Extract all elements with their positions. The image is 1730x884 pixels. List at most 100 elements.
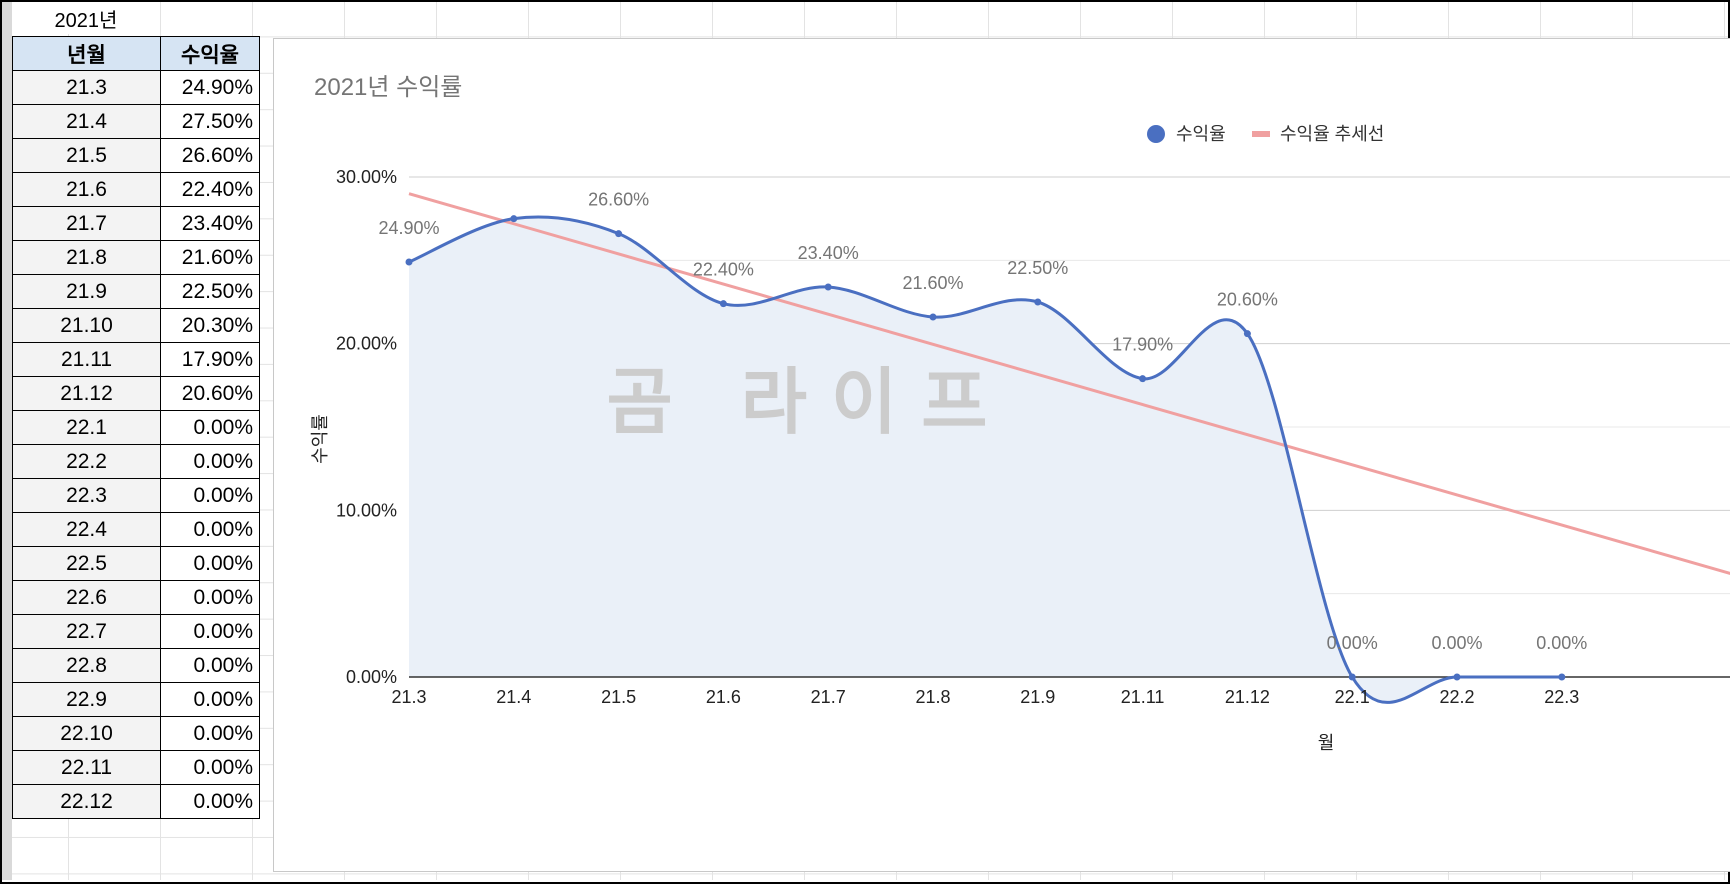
cell-year-month[interactable]: 22.4 [12,512,161,547]
cell-return-rate[interactable]: 0.00% [160,478,260,513]
cell-return-rate[interactable]: 20.60% [160,376,260,411]
legend-series-label: 수익율 [1176,124,1226,144]
cell-year-month[interactable]: 22.3 [12,478,161,513]
table-row: 21.5 26.60% [12,138,260,173]
data-point [615,230,623,238]
data-point [1243,330,1251,338]
data-label: 0.00% [1327,633,1378,653]
data-point [929,313,937,321]
y-tick-label: 30.00% [336,167,397,187]
cell-year-month[interactable]: 21.9 [12,274,161,309]
cell-year-month[interactable]: 22.9 [12,682,161,717]
cell-return-rate[interactable]: 20.30% [160,308,260,343]
data-label: 0.00% [1431,633,1482,653]
cell-year-month[interactable]: 22.1 [12,410,161,445]
cell-return-rate[interactable]: 0.00% [160,512,260,547]
data-label: 0.00% [1536,633,1587,653]
data-point [1558,673,1566,681]
legend-trend-marker [1252,131,1270,137]
data-label: 21.60% [902,273,963,293]
y-tick-label: 20.00% [336,334,397,354]
sheet-title-cell[interactable]: 2021년 [12,2,160,34]
cell-year-month[interactable]: 22.7 [12,614,161,649]
x-axis-ticks: 21.3 21.4 21.5 21.6 21.7 21.8 21.9 21.11 21.12 22… [391,687,1579,707]
table-row: 21.11 17.90% [12,342,260,377]
data-point [824,283,832,291]
cell-return-rate[interactable]: 27.50% [160,104,260,139]
x-tick-label: 21.6 [706,687,741,707]
cell-return-rate[interactable]: 0.00% [160,580,260,615]
cell-return-rate[interactable]: 0.00% [160,410,260,445]
table-row: 21.3 24.90% [12,70,260,105]
table-row: 22.4 0.00% [12,512,260,547]
x-tick-label: 21.7 [811,687,846,707]
data-point [1139,375,1147,383]
cell-return-rate[interactable]: 0.00% [160,750,260,785]
watermark-text: 곰 라이프 [607,363,1012,443]
table-row: 22.1 0.00% [12,410,260,445]
table-row: 21.12 20.60% [12,376,260,411]
cell-year-month[interactable]: 21.6 [12,172,161,207]
cell-return-rate[interactable]: 22.40% [160,172,260,207]
y-axis-ticks: 0.00% 10.00% 20.00% 30.00% [336,167,397,687]
cell-return-rate[interactable]: 0.00% [160,784,260,819]
chart-container[interactable]: 2021년 수익률 수익율 수익율 추세선 0.00% 10.00% 20.00% 3… [273,38,1730,872]
table-row: 21.4 27.50% [12,104,260,139]
cell-year-month[interactable]: 22.5 [12,546,161,581]
x-tick-label: 21.9 [1020,687,1055,707]
y-axis-title: 수익률 [310,414,330,464]
chart-legend: 수익율 수익율 추세선 [1147,124,1384,144]
cell-return-rate[interactable]: 17.90% [160,342,260,377]
cell-return-rate[interactable]: 21.60% [160,240,260,275]
data-label: 20.60% [1217,290,1278,310]
table-row: 22.11 0.00% [12,750,260,785]
cell-year-month[interactable]: 21.11 [12,342,161,377]
cell-return-rate[interactable]: 22.50% [160,274,260,309]
cell-year-month[interactable]: 22.8 [12,648,161,683]
cell-return-rate[interactable]: 24.90% [160,70,260,105]
table-row: 22.12 0.00% [12,784,260,819]
trend-line [408,192,1730,575]
data-label: 23.40% [798,243,859,263]
table-row: 22.3 0.00% [12,478,260,513]
x-tick-label: 21.8 [915,687,950,707]
cell-return-rate[interactable]: 23.40% [160,206,260,241]
data-table: 년월 수익율 21.3 24.90% 21.4 27.50% 21.5 26.60% 21.… [12,36,260,819]
x-tick-label: 21.3 [391,687,426,707]
cell-year-month[interactable]: 22.11 [12,750,161,785]
cell-year-month[interactable]: 21.8 [12,240,161,275]
data-label: 17.90% [1112,335,1173,355]
cell-year-month[interactable]: 21.5 [12,138,161,173]
header-return-rate[interactable]: 수익율 [160,36,260,71]
x-tick-label: 21.4 [496,687,531,707]
table-row: 22.5 0.00% [12,546,260,581]
cell-return-rate[interactable]: 0.00% [160,716,260,751]
cell-year-month[interactable]: 22.10 [12,716,161,751]
table-row: 21.9 22.50% [12,274,260,309]
data-point [1348,673,1356,681]
cell-return-rate[interactable]: 0.00% [160,648,260,683]
data-label: 26.60% [588,190,649,210]
header-year-month[interactable]: 년월 [12,36,161,71]
cell-return-rate[interactable]: 0.00% [160,444,260,479]
cell-return-rate[interactable]: 26.60% [160,138,260,173]
cell-year-month[interactable]: 22.2 [12,444,161,479]
data-point [405,258,413,266]
cell-year-month[interactable]: 21.12 [12,376,161,411]
table-row: 22.8 0.00% [12,648,260,683]
data-point [510,215,518,223]
cell-year-month[interactable]: 21.7 [12,206,161,241]
cell-year-month[interactable]: 22.6 [12,580,161,615]
table-row: 22.9 0.00% [12,682,260,717]
cell-return-rate[interactable]: 0.00% [160,546,260,581]
x-tick-label: 21.5 [601,687,636,707]
cell-return-rate[interactable]: 0.00% [160,682,260,717]
cell-return-rate[interactable]: 0.00% [160,614,260,649]
cell-year-month[interactable]: 21.4 [12,104,161,139]
cell-year-month[interactable]: 22.12 [12,784,161,819]
cell-year-month[interactable]: 21.10 [12,308,161,343]
legend-series-marker [1147,125,1165,143]
data-point [1034,298,1042,306]
cell-year-month[interactable]: 21.3 [12,70,161,105]
series-area-fill [409,217,1562,703]
